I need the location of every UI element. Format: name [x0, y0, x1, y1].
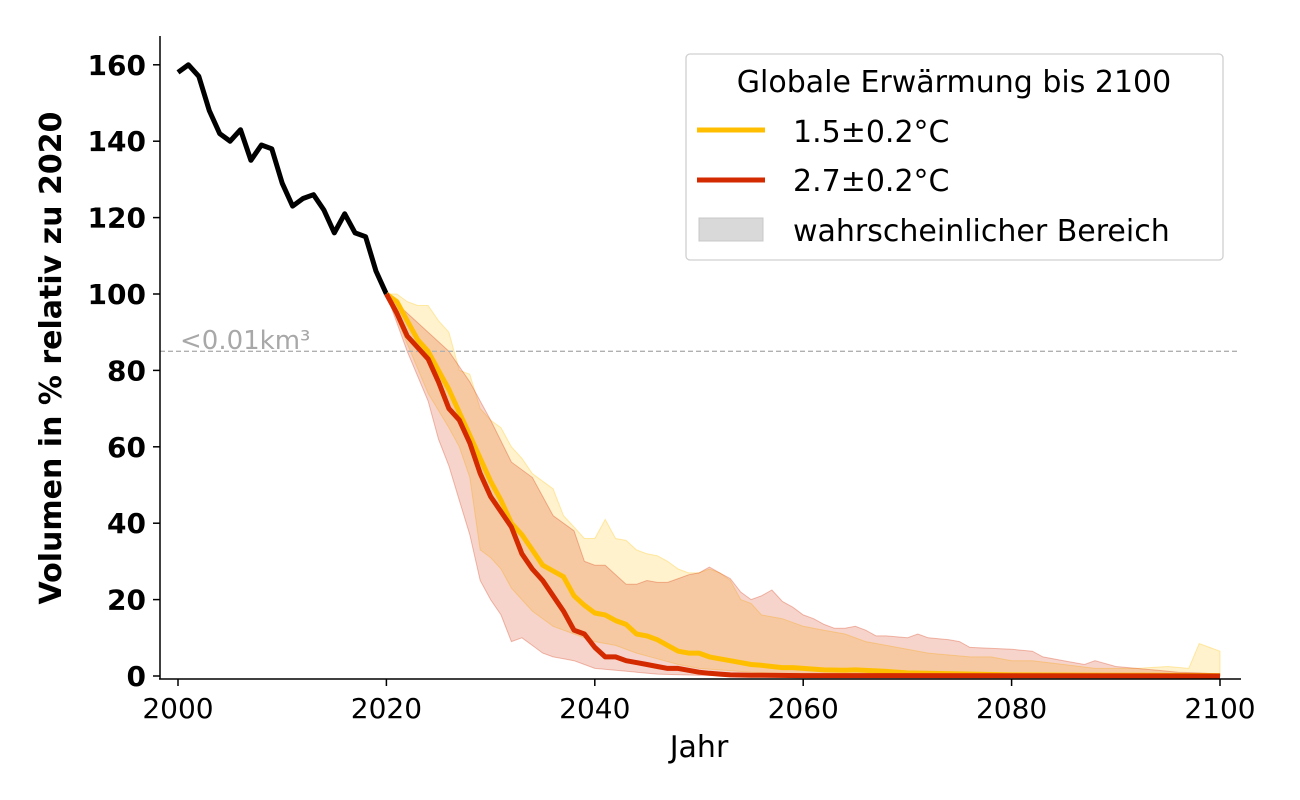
x-axis-label: Jahr: [668, 730, 729, 765]
x-tick-label: 2080: [976, 692, 1047, 725]
reference-line-label: <0.01km³: [180, 326, 310, 356]
y-tick-label: 60: [107, 431, 146, 464]
historical-line: [176, 62, 389, 296]
series-lines: [176, 62, 1221, 679]
y-tick-label: 160: [88, 49, 146, 82]
median-line-27: [384, 292, 1221, 679]
y-tick-label: 140: [88, 125, 146, 158]
legend-title: Globale Erwärmung bis 2100: [737, 65, 1171, 100]
range-band-15: [385, 293, 1221, 677]
x-tick-label: 2020: [351, 692, 422, 725]
y-axis-label: Volumen in % relativ zu 2020: [34, 112, 69, 605]
range-band-27: [385, 293, 1221, 677]
legend-frame: [685, 53, 1224, 261]
legend-entry-27: 2.7±0.2°C: [793, 164, 950, 199]
y-ticks: 0 20 40 60 80 100 120 140 160: [88, 49, 160, 693]
x-tick-label: 2060: [768, 692, 839, 725]
y-tick-label: 80: [107, 354, 146, 387]
y-tick-label: 120: [88, 202, 146, 235]
x-tick-label: 2040: [559, 692, 630, 725]
range-bands: [385, 293, 1221, 677]
legend-entry-15: 1.5±0.2°C: [793, 115, 950, 150]
y-tick-label: 20: [107, 584, 146, 617]
legend-swatch-range: [698, 217, 764, 242]
y-tick-label: 0: [127, 660, 146, 693]
y-tick-label: 100: [88, 278, 146, 311]
x-ticks: 2000 2020 2040 2060 2080 2100: [142, 679, 1256, 725]
legend-entry-range: wahrscheinlicher Bereich: [793, 214, 1170, 249]
median-line-15: [384, 291, 1221, 679]
x-tick-label: 2000: [142, 692, 213, 725]
y-tick-label: 40: [107, 507, 146, 540]
legend: Globale Erwärmung bis 2100 1.5±0.2°C 2.7…: [685, 53, 1224, 261]
x-tick-label: 2100: [1184, 692, 1255, 725]
